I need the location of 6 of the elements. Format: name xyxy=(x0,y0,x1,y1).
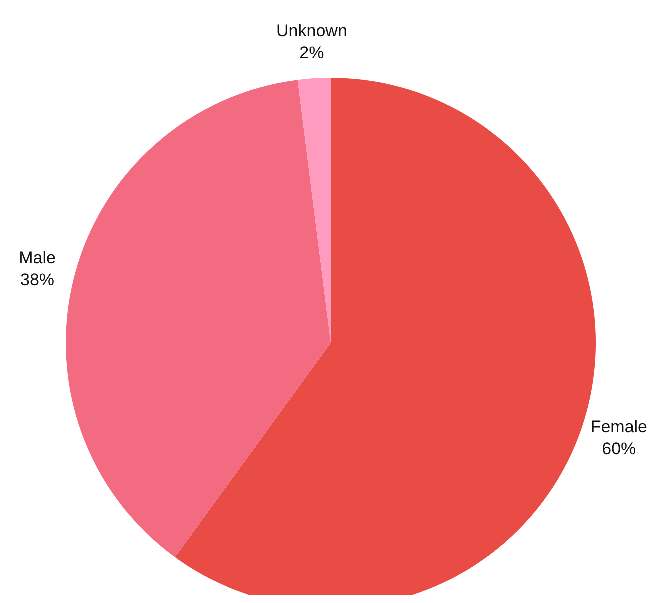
data-label: 38% xyxy=(20,270,55,290)
data-label: 2% xyxy=(300,44,324,63)
slice-label: Male xyxy=(19,248,56,268)
slice-label: Female xyxy=(590,418,648,437)
data-label: 60% xyxy=(602,440,636,459)
slice-label: Unknown xyxy=(276,22,348,41)
